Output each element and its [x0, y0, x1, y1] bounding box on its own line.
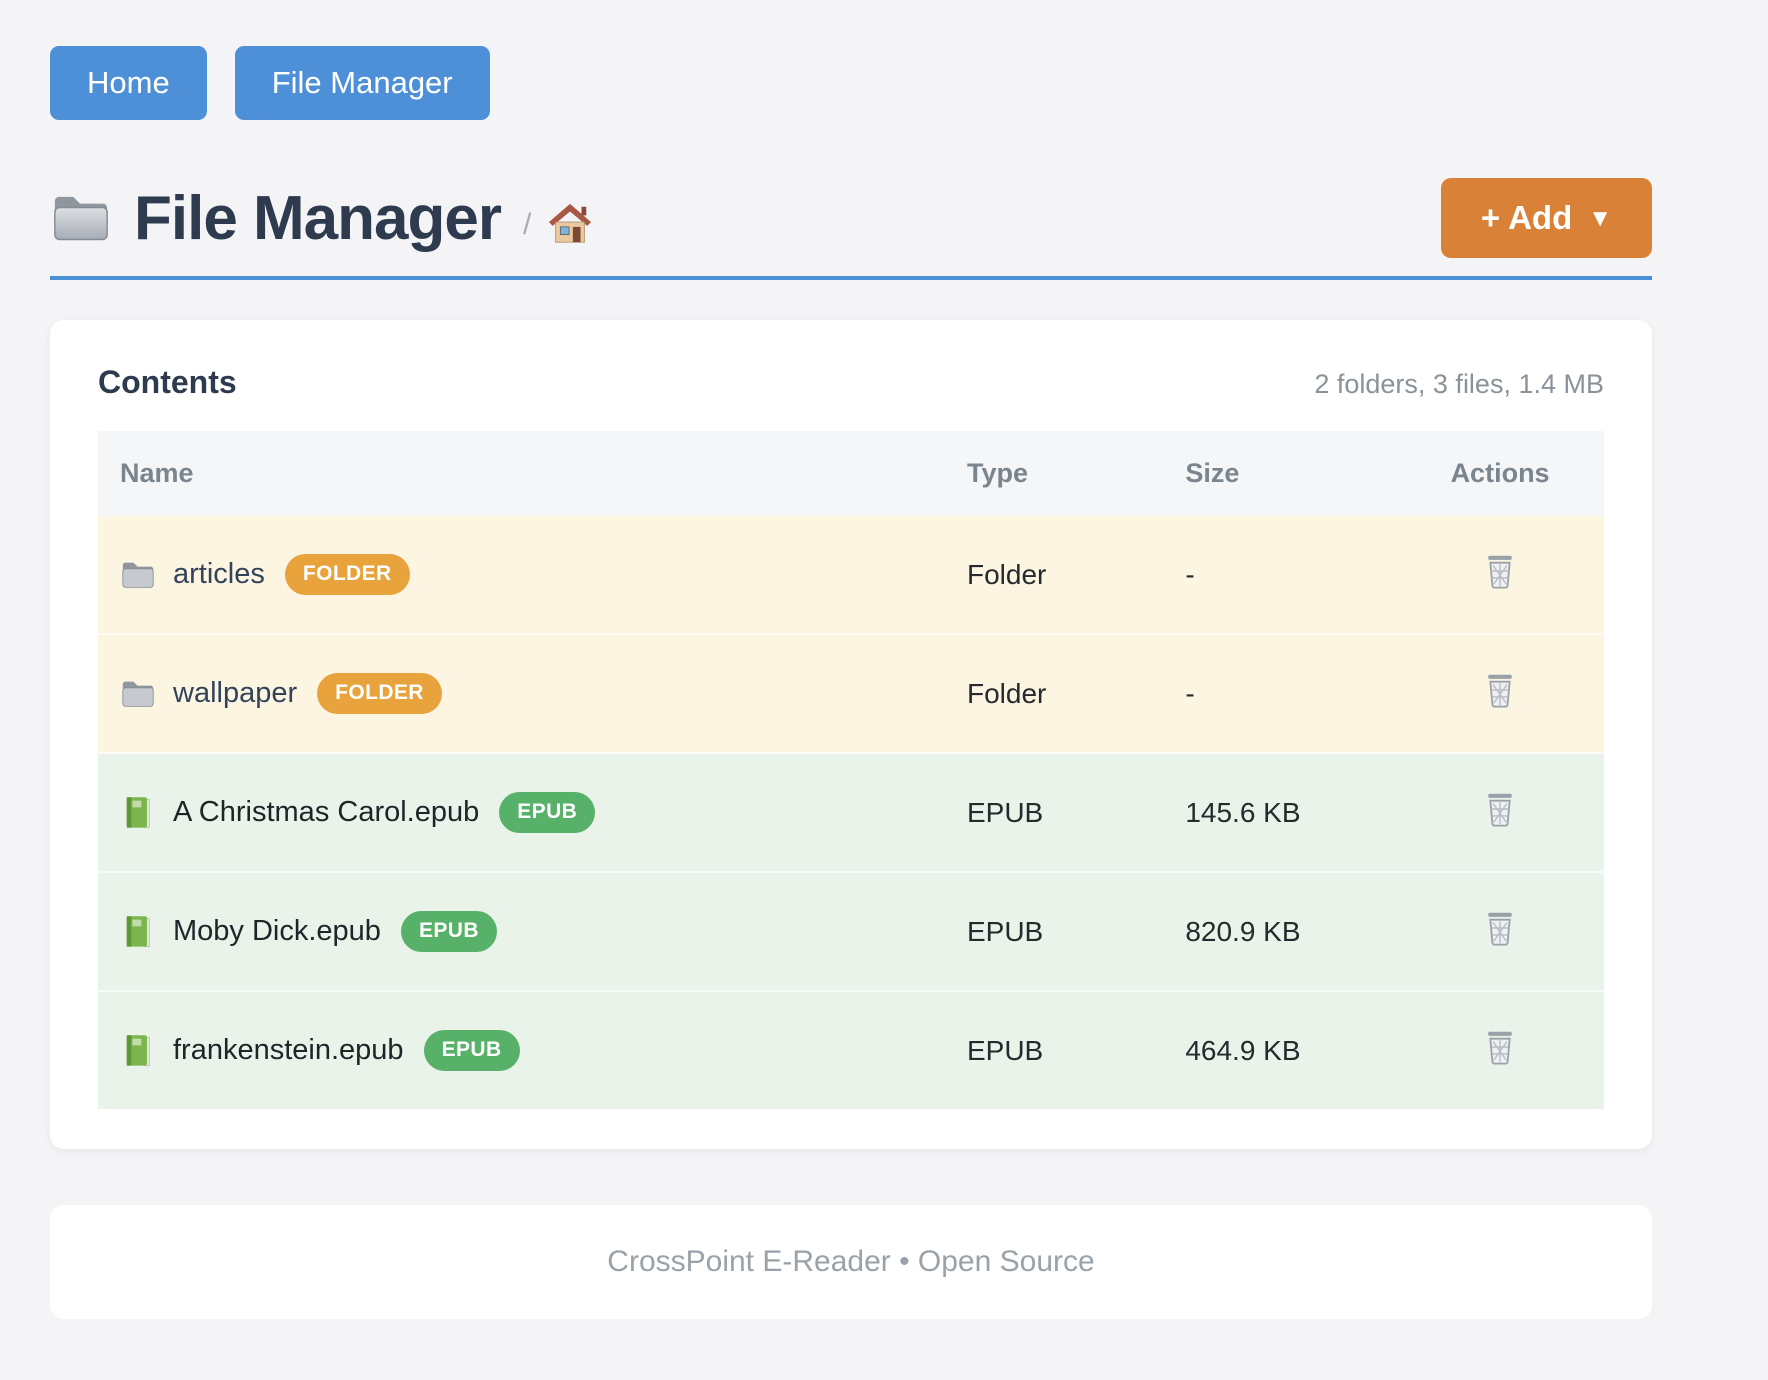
- top-nav: Home File Manager: [50, 46, 1652, 120]
- column-header-name: Name: [98, 431, 967, 516]
- type-badge: EPUB: [499, 792, 596, 833]
- type-cell: EPUB: [966, 915, 1044, 947]
- trash-icon: [1483, 912, 1517, 949]
- nav-home-button[interactable]: Home: [50, 46, 207, 120]
- contents-card: Contents 2 folders, 3 files, 1.4 MB Name…: [50, 320, 1652, 1149]
- type-badge: FOLDER: [317, 673, 442, 714]
- table-header-row: Name Type Size Actions: [98, 431, 1604, 516]
- file-name: Moby Dick.epub: [173, 915, 381, 947]
- add-button[interactable]: + Add ▼: [1440, 178, 1652, 258]
- page-header: File Manager / + Add ▼: [50, 178, 1652, 258]
- page: Home File Manager File Manager /: [50, 0, 1652, 1319]
- table-row: frankenstein.epub EPUB EPUB 464.9 KB: [98, 991, 1604, 1109]
- table-row: A Christmas Carol.epub EPUB EPUB 145.6 K…: [98, 753, 1604, 872]
- chevron-down-icon: ▼: [1588, 205, 1612, 232]
- type-cell: Folder: [966, 558, 1047, 590]
- folder-icon: [120, 676, 156, 712]
- file-name[interactable]: articles: [173, 558, 265, 590]
- type-cell: EPUB: [966, 1034, 1044, 1066]
- column-header-type: Type: [966, 431, 1186, 516]
- trash-icon: [1483, 555, 1517, 592]
- folder-icon: [50, 192, 112, 244]
- delete-button[interactable]: [1483, 791, 1517, 827]
- trash-icon: [1483, 674, 1517, 711]
- file-name: frankenstein.epub: [173, 1034, 404, 1066]
- type-cell: Folder: [966, 677, 1047, 709]
- contents-summary: 2 folders, 3 files, 1.4 MB: [1314, 369, 1604, 399]
- footer: CrossPoint E-Reader • Open Source: [50, 1205, 1652, 1319]
- contents-table-body: articles FOLDER Folder -: [98, 516, 1604, 1109]
- page-title: File Manager: [134, 183, 502, 253]
- delete-button[interactable]: [1483, 672, 1517, 708]
- add-button-label: + Add: [1480, 199, 1573, 236]
- size-cell: 464.9 KB: [1185, 1034, 1301, 1066]
- home-icon[interactable]: [547, 201, 593, 245]
- header-divider: [50, 276, 1652, 280]
- size-cell: 145.6 KB: [1185, 796, 1301, 828]
- table-row: wallpaper FOLDER Folder -: [98, 634, 1604, 753]
- delete-button[interactable]: [1483, 1029, 1517, 1065]
- table-row: Moby Dick.epub EPUB EPUB 820.9 KB: [98, 872, 1604, 991]
- file-name: A Christmas Carol.epub: [173, 796, 480, 828]
- folder-icon: [120, 557, 156, 593]
- book-icon: [120, 795, 156, 831]
- type-badge: FOLDER: [284, 554, 410, 595]
- size-cell: -: [1185, 558, 1195, 590]
- trash-icon: [1483, 1031, 1517, 1068]
- column-header-size: Size: [1185, 431, 1397, 516]
- file-table: Name Type Size Actions: [98, 431, 1604, 1109]
- breadcrumb-separator: /: [523, 208, 532, 241]
- type-badge: EPUB: [423, 1030, 520, 1071]
- card-title: Contents: [98, 364, 237, 400]
- type-badge: EPUB: [400, 911, 497, 952]
- book-icon: [120, 914, 156, 950]
- card-header: Contents 2 folders, 3 files, 1.4 MB: [98, 364, 1604, 401]
- title-group: File Manager /: [50, 183, 593, 254]
- book-icon: [120, 1033, 156, 1069]
- column-header-actions: Actions: [1396, 431, 1604, 516]
- delete-button[interactable]: [1483, 910, 1517, 946]
- file-name[interactable]: wallpaper: [173, 677, 298, 709]
- delete-button[interactable]: [1483, 553, 1517, 589]
- type-cell: EPUB: [966, 796, 1044, 828]
- nav-file-manager-button[interactable]: File Manager: [234, 46, 490, 120]
- trash-icon: [1483, 793, 1517, 830]
- size-cell: -: [1185, 677, 1195, 709]
- table-row: articles FOLDER Folder -: [98, 516, 1604, 634]
- footer-text: CrossPoint E-Reader • Open Source: [607, 1245, 1095, 1278]
- size-cell: 820.9 KB: [1185, 915, 1301, 947]
